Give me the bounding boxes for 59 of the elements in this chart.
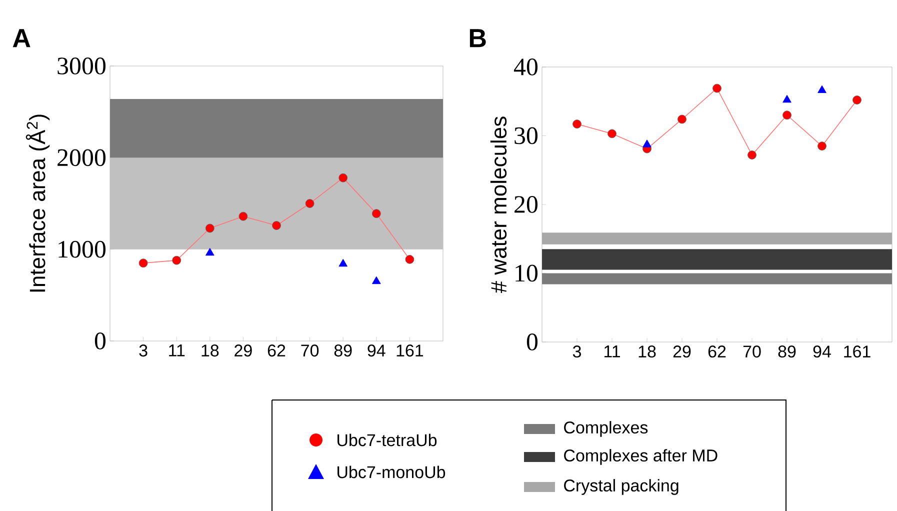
x-tick-label: 3 (572, 346, 581, 358)
point (238, 212, 248, 221)
point (782, 110, 792, 120)
x-tick-label: 161 (844, 346, 870, 358)
x-tick-label: 70 (743, 346, 761, 358)
x-tick-label: 94 (368, 344, 386, 357)
point (712, 84, 722, 93)
x-tick-label: 89 (334, 344, 352, 357)
point (338, 173, 348, 182)
point (338, 258, 348, 267)
x-tick-label: 29 (673, 346, 691, 358)
x-tick-label: 29 (234, 344, 252, 357)
point (172, 256, 182, 265)
chart-title: A (12, 29, 30, 48)
y-tick-label: 2000 (58, 149, 106, 166)
point (305, 199, 314, 208)
y-tick-label: 30 (514, 127, 538, 144)
point (782, 94, 792, 103)
x-tick-label: 94 (813, 346, 831, 358)
x-tick-label: 70 (301, 344, 319, 357)
y-axis-title: # water molecules (490, 116, 507, 294)
legend-label: Ubc7-tetraUb (338, 434, 437, 446)
y-tick-label: 0 (526, 334, 538, 350)
x-tick-label: 62 (268, 344, 286, 357)
y-tick-label: 3000 (58, 58, 106, 74)
legend-label: Ubc7-monoUb (338, 466, 446, 478)
y-axis-title: Interface area (Å$^{2}$) (26, 114, 50, 292)
point (206, 248, 214, 256)
y-tick-label: 0 (94, 332, 106, 350)
point (372, 276, 381, 284)
x-tick-label: 3 (139, 344, 148, 357)
point (205, 224, 214, 233)
x-tick-label: 11 (604, 346, 620, 358)
point (748, 150, 756, 160)
y-tick-label: 1000 (58, 240, 106, 258)
point (608, 129, 616, 138)
point (572, 120, 582, 129)
x-tick-label: 18 (638, 346, 656, 358)
point (405, 254, 414, 264)
x-tick-label: 18 (202, 344, 219, 357)
point (372, 209, 381, 218)
point (818, 142, 826, 150)
point (272, 221, 281, 230)
point (138, 258, 148, 268)
point (678, 114, 686, 124)
y-tick-label: 20 (514, 196, 538, 213)
y-tick-label: 40 (514, 58, 538, 76)
point (642, 140, 652, 148)
x-tick-label: 11 (169, 344, 185, 356)
chart-title: B (470, 29, 486, 48)
y-tick-label: 10 (516, 264, 538, 282)
x-tick-label: 89 (778, 346, 796, 358)
x-tick-label: 161 (396, 344, 424, 357)
legend-label: Crystal packing (564, 479, 678, 495)
legend-label: Complexes after MD (564, 449, 718, 465)
legend-label: Complexes (564, 421, 648, 437)
point (852, 96, 862, 104)
point (818, 85, 826, 94)
x-tick-label: 62 (708, 346, 726, 358)
